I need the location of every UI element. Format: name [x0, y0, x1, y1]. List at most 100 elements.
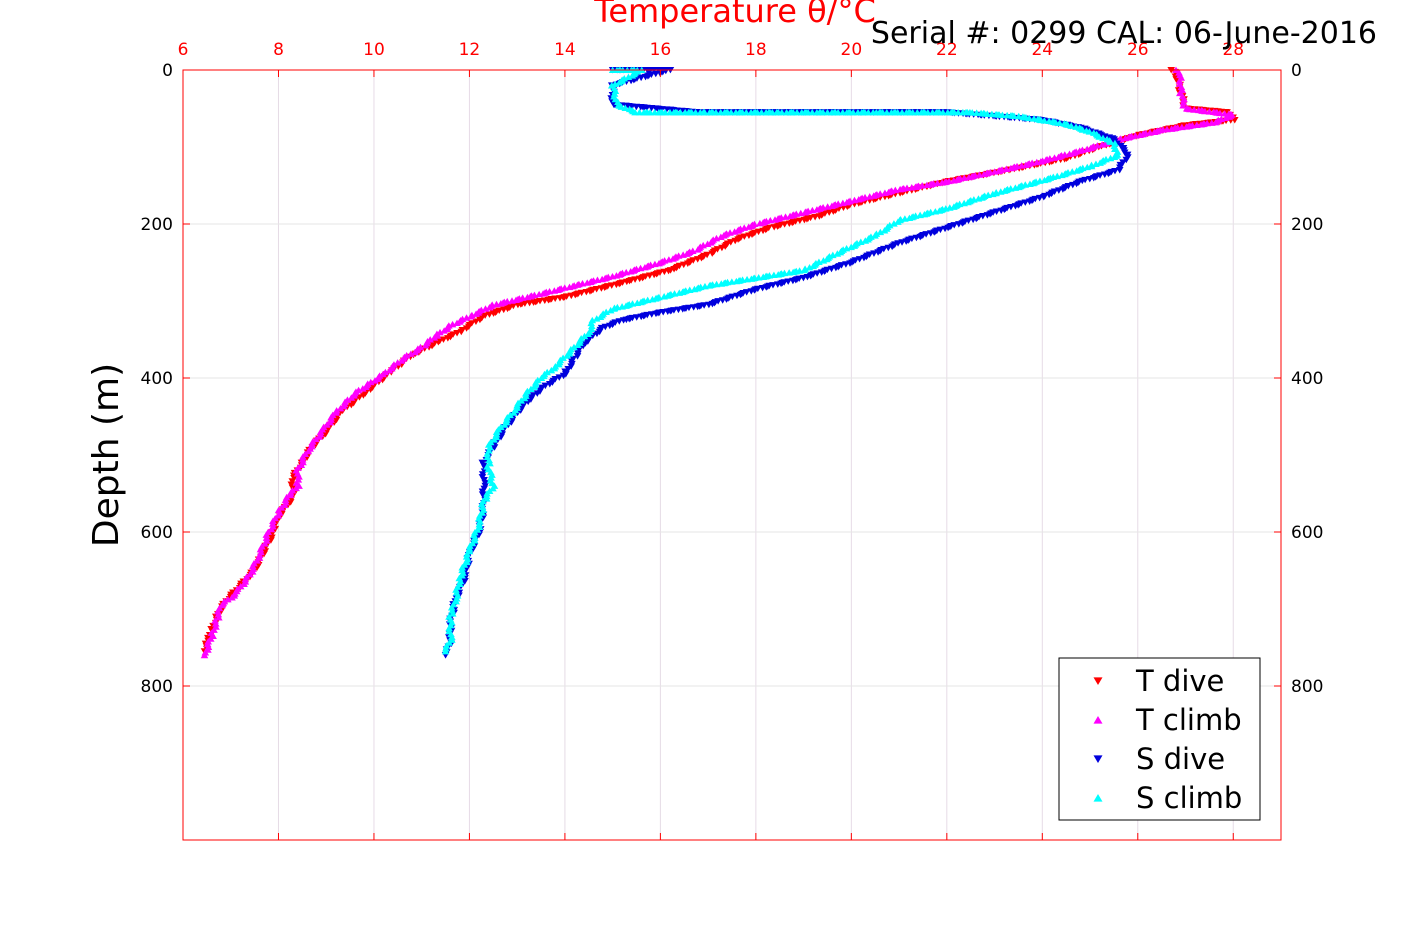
- data-point: [1150, 128, 1159, 135]
- data-point: [717, 233, 725, 240]
- data-point: [705, 282, 714, 289]
- data-point: [988, 190, 997, 198]
- data-point: [430, 334, 439, 341]
- data-point: [476, 316, 484, 324]
- data-point: [545, 381, 554, 388]
- data-point: [881, 189, 889, 196]
- data-point: [587, 319, 596, 327]
- data-point: [907, 184, 916, 191]
- legend-marker: [1093, 677, 1103, 686]
- data-point: [996, 188, 1005, 195]
- data-point: [865, 193, 874, 200]
- data-point: [555, 374, 564, 381]
- data-point: [295, 473, 303, 480]
- legend-label: T dive: [1135, 664, 1224, 698]
- data-point: [1058, 171, 1066, 179]
- data-point: [211, 620, 220, 627]
- data-point: [397, 357, 406, 364]
- data-point: [1110, 142, 1119, 150]
- data-point: [407, 350, 415, 357]
- data-point: [358, 385, 367, 392]
- data-point: [487, 474, 495, 481]
- data-point: [393, 359, 402, 366]
- data-point: [267, 525, 276, 533]
- data-point: [690, 285, 699, 293]
- data-point: [462, 314, 471, 321]
- data-point: [228, 594, 236, 601]
- y-tick-label-right: 400: [1291, 369, 1323, 389]
- data-point: [527, 385, 535, 393]
- data-point: [442, 642, 451, 649]
- data-point: [315, 433, 324, 440]
- data-point: [744, 223, 753, 230]
- data-point: [211, 617, 219, 624]
- data-point: [1025, 114, 1034, 122]
- data-point: [606, 306, 615, 314]
- data-point: [1136, 131, 1144, 139]
- data-point: [621, 104, 630, 111]
- legend: T dive T climb S dive S climb: [1058, 657, 1261, 821]
- data-point: [297, 461, 306, 468]
- data-point: [573, 341, 582, 349]
- data-point: [592, 315, 601, 322]
- data-point: [651, 260, 659, 268]
- data-point: [864, 108, 873, 116]
- data-point: [861, 237, 870, 244]
- chart-title: Temperature θ/°C: [593, 0, 876, 30]
- data-point: [983, 110, 992, 117]
- data-point: [483, 450, 492, 457]
- data-point: [204, 643, 213, 650]
- data-point: [215, 614, 223, 621]
- data-point: [490, 436, 498, 443]
- data-point: [871, 232, 879, 239]
- y-tick-label-right: 600: [1291, 523, 1323, 543]
- x-tick-label: 8: [273, 40, 284, 60]
- x-tick-label: 24: [1031, 40, 1053, 60]
- data-point: [1106, 138, 1115, 145]
- data-point: [676, 108, 685, 116]
- data-point: [550, 287, 559, 294]
- data-point: [1083, 145, 1091, 153]
- data-point: [447, 604, 456, 611]
- data-point: [1106, 154, 1115, 162]
- legend-label: S climb: [1136, 781, 1242, 815]
- data-point: [486, 459, 494, 467]
- data-point: [743, 275, 751, 283]
- data-point: [813, 206, 821, 213]
- data-point: [965, 173, 973, 181]
- data-point: [463, 555, 472, 563]
- data-point: [1222, 114, 1230, 121]
- legend-label: T climb: [1135, 703, 1242, 737]
- data-point: [485, 456, 493, 464]
- data-point: [559, 372, 568, 380]
- data-point: [1207, 119, 1216, 126]
- data-point: [923, 108, 932, 116]
- data-point: [240, 580, 248, 588]
- data-point: [593, 330, 601, 338]
- data-point: [1068, 168, 1077, 175]
- y-axis-label: Depth (m): [86, 363, 127, 547]
- y-tick-label-left: 400: [141, 369, 173, 389]
- data-point: [520, 394, 529, 402]
- data-point: [466, 542, 474, 549]
- data-point: [500, 421, 509, 428]
- data-point: [633, 299, 642, 306]
- data-point: [481, 305, 490, 312]
- data-point: [770, 224, 779, 231]
- data-point: [916, 211, 924, 219]
- data-point: [523, 293, 532, 301]
- x-tick-label: 18: [745, 40, 767, 60]
- data-point: [1190, 106, 1198, 113]
- axis-ticks: [182, 69, 1281, 840]
- data-point: [1050, 154, 1059, 161]
- data-point: [1180, 95, 1188, 103]
- data-point: [880, 226, 889, 234]
- data-point: [974, 195, 983, 202]
- data-point: [246, 570, 254, 578]
- data-point: [421, 341, 430, 349]
- plot-frame: [182, 69, 1282, 841]
- data-point: [1179, 98, 1188, 106]
- data-point: [648, 295, 657, 303]
- x-tick-label: 20: [841, 40, 863, 60]
- data-point: [472, 318, 480, 325]
